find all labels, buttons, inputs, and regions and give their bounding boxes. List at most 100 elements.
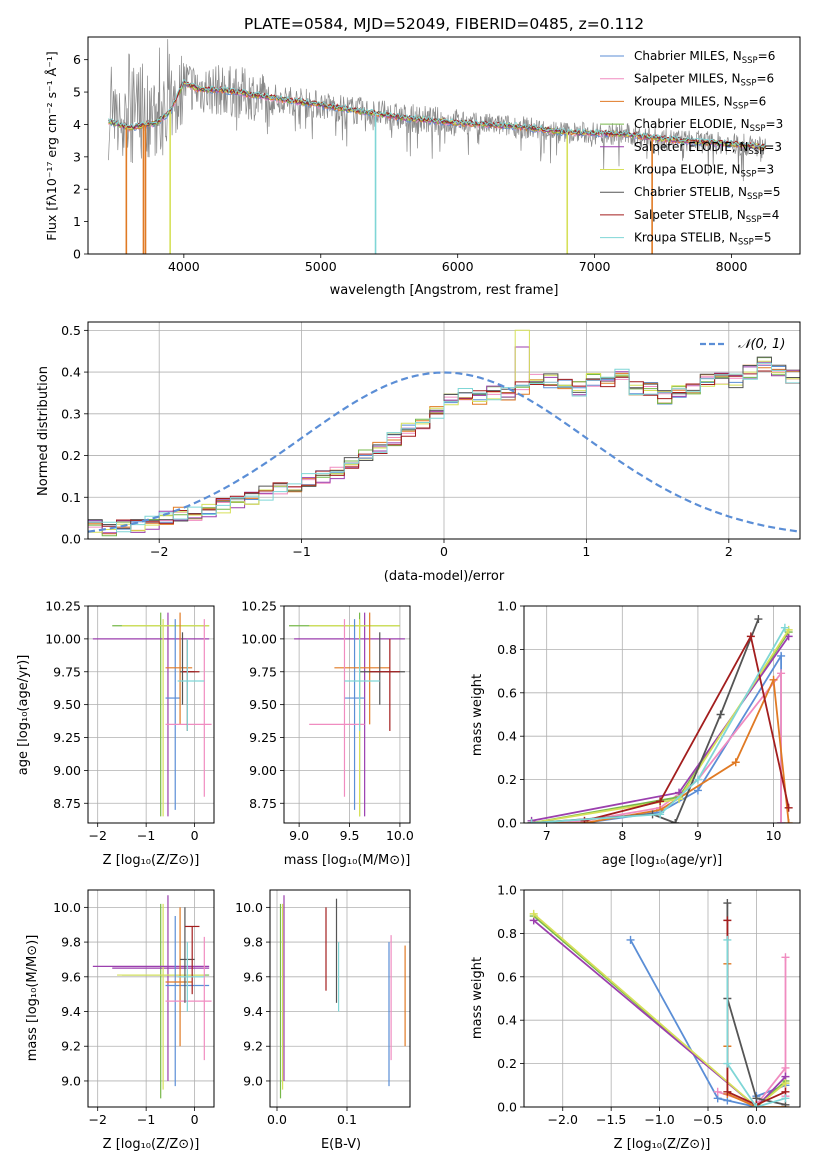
x-tick-label: −1	[292, 544, 310, 559]
y-tick-label: 1	[73, 214, 81, 229]
legend-label-sub: SSP	[733, 101, 749, 111]
normal-legend-label: 𝒩(0, 1)	[738, 337, 785, 352]
y-tick-label: 3	[73, 149, 81, 164]
histogram-lines	[88, 329, 800, 537]
legend-label-base: Salpeter ELODIE, N	[634, 140, 748, 154]
x-tick-label: 6000	[442, 259, 474, 274]
x-tick-label: −1	[137, 828, 155, 843]
y-tick-label: 9.8	[243, 935, 263, 950]
legend-label-sub: SSP	[741, 79, 757, 89]
y-tick-label: 10.0	[235, 900, 263, 915]
weight-vs-z-ylabel: mass weight	[470, 957, 485, 1039]
y-tick-label: 9.25	[249, 730, 277, 745]
weight-marker-kroupa_miles	[731, 758, 740, 767]
weight-vs-z-panel: −2.0 −1.5 −1.0 −0.5 0.0 0.0 0.2 0.4 0.6 0.8 1.0	[497, 883, 801, 1127]
weight-marker-salpeter_stelib	[746, 632, 755, 641]
x-tick-label: 8	[618, 828, 626, 843]
weight-marker-salpeter_stelib	[580, 816, 589, 823]
legend-label-chabrier_miles: Chabrier MILES, NSSP=6	[634, 49, 775, 66]
legend-label-chabrier_stelib: Chabrier STELIB, NSSP=5	[634, 185, 781, 202]
weight-marker-salpeter_stelib	[656, 797, 665, 806]
x-tick-label: 2	[725, 544, 733, 559]
x-tick-label: −2	[88, 828, 106, 843]
x-tick-label: 0.0	[267, 1112, 287, 1127]
weight-marker-kroupa_stelib	[527, 819, 536, 823]
y-tick-label: 9.75	[53, 664, 81, 679]
legend-label-base: Chabrier ELODIE, N	[634, 117, 750, 131]
weight-marker-salpeter_miles	[781, 953, 790, 962]
weight-line-chabrier_miles	[531, 652, 782, 823]
y-tick-label: 9.8	[61, 935, 81, 950]
y-tick-label: 4	[73, 117, 81, 132]
x-tick-label: 5000	[305, 259, 337, 274]
residuals-xlabel: (data-model)/error	[384, 569, 505, 584]
y-tick-label: 0.3	[61, 406, 81, 421]
weight-marker-kroupa_stelib	[723, 1059, 732, 1068]
weight-marker-kroupa_elodie	[781, 1079, 790, 1088]
axes-frame	[523, 889, 801, 1108]
y-tick-label: 1.0	[497, 599, 517, 614]
y-tick-label: 9.50	[53, 697, 81, 712]
weight-line-kroupa_stelib	[726, 939, 786, 1107]
mass-vs-z-ylabel: mass [log₁₀(M/M⊙)]	[25, 935, 40, 1062]
weight-line-chabrier_miles	[629, 939, 786, 1107]
x-tick-label: −0.5	[693, 1112, 723, 1127]
x-tick-label: 1	[582, 544, 590, 559]
weight-marker-chabrier_stelib	[716, 710, 725, 719]
x-tick-label: −2	[150, 544, 168, 559]
weight-marker-chabrier_stelib	[723, 899, 732, 908]
error-bars	[279, 895, 406, 1099]
weight-marker-kroupa_stelib	[693, 775, 702, 784]
y-tick-label: 10.00	[45, 631, 81, 646]
weight-marker-chabrier_stelib	[671, 819, 680, 823]
x-tick-label: 4000	[168, 259, 200, 274]
y-tick-label: 0.2	[61, 448, 81, 463]
weight-marker-kroupa_miles	[769, 675, 778, 684]
x-tick-label: 9.5	[340, 828, 360, 843]
x-tick-label: 9.0	[289, 828, 309, 843]
legend-label-chabrier_elodie: Chabrier ELODIE, NSSP=3	[634, 117, 783, 134]
x-tick-label: 8000	[716, 259, 748, 274]
weight-lines	[529, 899, 790, 1107]
y-tick-label: 9.50	[249, 697, 277, 712]
x-tick-label: 0.0	[746, 1112, 766, 1127]
y-tick-label: 10.0	[53, 900, 81, 915]
legend-label-tail: =3	[764, 140, 782, 154]
x-tick-label: −1.0	[644, 1112, 674, 1127]
y-tick-label: 9.0	[61, 1073, 81, 1088]
x-tick-label: −2.0	[548, 1112, 578, 1127]
mass-vs-z-xlabel: Z [log₁₀(Z/Z⊙)]	[103, 1137, 200, 1152]
x-tick-label: 9	[694, 828, 702, 843]
mass-vs-z-panel: −2 −1 0 9.0 9.2 9.4 9.6 9.8 10.0	[53, 889, 215, 1127]
legend-label-base: Chabrier MILES, N	[634, 49, 742, 63]
legend-label-salpeter_miles: Salpeter MILES, NSSP=6	[634, 72, 774, 89]
legend-label-base: Kroupa STELIB, N	[634, 231, 738, 245]
y-tick-label: 8.75	[249, 796, 277, 811]
weight-marker-salpeter_miles	[781, 1063, 790, 1072]
legend-label-tail: =6	[756, 72, 774, 86]
y-tick-label: 9.0	[243, 1073, 263, 1088]
y-tick-label: 0.6	[497, 969, 517, 984]
legend-label-sub: SSP	[738, 238, 754, 248]
y-tick-label: 0.4	[497, 1013, 517, 1028]
weight-marker-kroupa_miles	[784, 819, 793, 823]
age-vs-z-panel: −2 −1 0 8.75 9.00 9.25 9.50 9.75 10.00 10.25	[45, 599, 215, 843]
spectrum-ylabel: Flux [fλ10⁻¹⁷ erg cm⁻² s⁻¹ Å⁻¹]	[44, 51, 59, 240]
age-vs-z-xlabel: Z [log₁₀(Z/Z⊙)]	[103, 853, 200, 868]
error-bars	[289, 612, 405, 817]
legend-label-salpeter_elodie: Salpeter ELODIE, NSSP=3	[634, 140, 782, 157]
legend-label-tail: =3	[756, 163, 774, 177]
histogram-chabrier_stelib	[88, 356, 800, 529]
error-bars	[92, 612, 212, 817]
y-tick-label: 0.8	[497, 642, 517, 657]
weight-line-salpeter_stelib	[584, 633, 790, 822]
age-vs-mass-xlabel: mass [log₁₀(M/M⊙)]	[284, 853, 411, 868]
weight-marker-chabrier_miles	[777, 651, 786, 660]
figure-title: PLATE=0584, MJD=52049, FIBERID=0485, z=0…	[244, 15, 644, 33]
y-tick-label: 9.6	[61, 969, 81, 984]
weight-marker-chabrier_miles	[693, 786, 702, 795]
mass-vs-ebv-xlabel: E(B-V)	[321, 1137, 361, 1152]
axes-frame	[283, 605, 411, 824]
